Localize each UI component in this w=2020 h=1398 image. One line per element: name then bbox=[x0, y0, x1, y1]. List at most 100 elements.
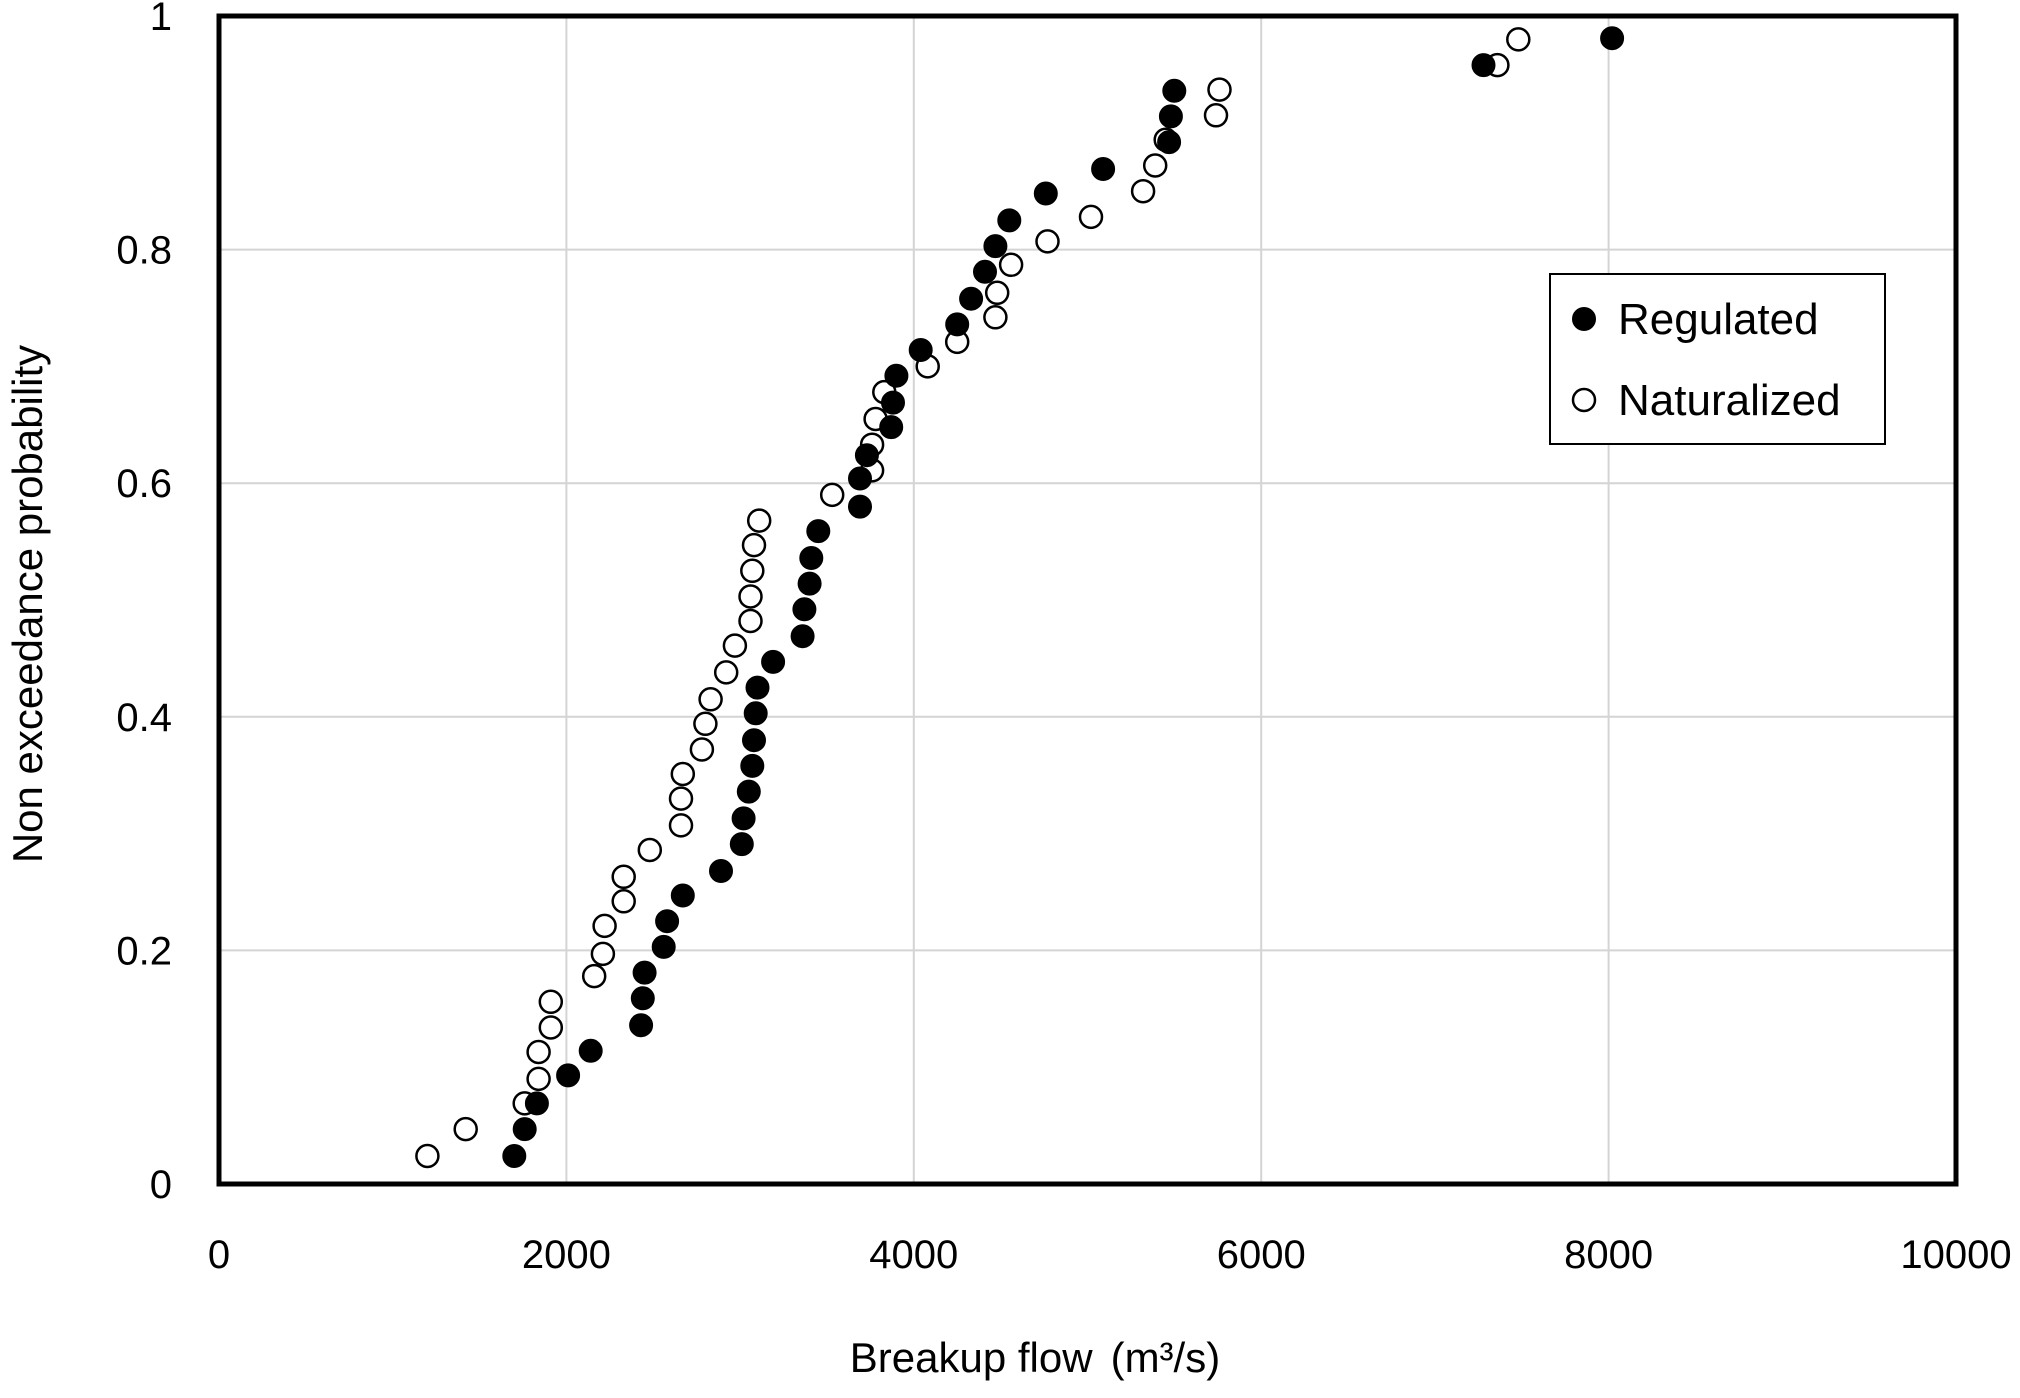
x-tick-label: 10000 bbox=[1900, 1233, 2011, 1277]
x-tick-label: 6000 bbox=[1217, 1233, 1306, 1277]
regulated-point bbox=[884, 363, 909, 388]
regulated-point bbox=[524, 1091, 549, 1116]
legend-box bbox=[1549, 273, 1886, 445]
naturalized-point bbox=[538, 1015, 564, 1040]
regulated-point bbox=[848, 466, 872, 491]
x-tick-label: 0 bbox=[208, 1233, 230, 1277]
naturalized-point bbox=[611, 889, 636, 914]
regulated-point bbox=[502, 1144, 527, 1168]
legend-label-naturalized: Naturalized bbox=[1618, 376, 1841, 425]
regulated-point bbox=[792, 597, 817, 622]
grid bbox=[219, 16, 1956, 1184]
regulated-point bbox=[1033, 181, 1058, 206]
regulated-point bbox=[742, 728, 766, 753]
regulated-point bbox=[629, 1013, 654, 1038]
naturalized-point bbox=[1078, 204, 1104, 230]
regulated-point bbox=[731, 806, 756, 831]
naturalized-point bbox=[668, 813, 694, 838]
regulated-point bbox=[806, 519, 831, 544]
regulated-point bbox=[790, 624, 815, 649]
regulated-point bbox=[670, 883, 695, 908]
regulated-point bbox=[651, 934, 676, 959]
plot-area-frame bbox=[216, 13, 1959, 1187]
x-axis-tick-labels: 0 2000 4000 6000 8000 10000 bbox=[208, 1233, 2012, 1277]
regulated-point bbox=[1162, 78, 1187, 103]
regulated-point bbox=[1471, 53, 1496, 78]
y-axis-tick-labels: 0 0.2 0.4 0.6 0.8 1 bbox=[116, 0, 172, 1207]
regulated-point bbox=[512, 1117, 537, 1142]
y-tick-label: 1 bbox=[150, 0, 172, 39]
naturalized-point bbox=[1035, 229, 1060, 254]
naturalized-point bbox=[1207, 77, 1232, 102]
regulated-point bbox=[881, 390, 905, 415]
regulated-point bbox=[1091, 157, 1116, 181]
naturalized-point bbox=[668, 786, 694, 811]
naturalized-point bbox=[741, 532, 767, 558]
y-tick-label: 0.4 bbox=[116, 696, 172, 740]
naturalized-point bbox=[637, 837, 663, 863]
regulated-point bbox=[908, 338, 933, 362]
naturalized-point bbox=[738, 584, 763, 609]
naturalized-point bbox=[983, 305, 1008, 330]
naturalized-point bbox=[538, 989, 564, 1015]
x-axis-title-text: Breakup flow bbox=[850, 1334, 1093, 1381]
y-axis-title: Non exceedance probability bbox=[4, 345, 51, 863]
x-tick-label: 8000 bbox=[1564, 1233, 1653, 1277]
regulated-series bbox=[502, 26, 1625, 1168]
naturalized-point bbox=[453, 1116, 478, 1142]
naturalized-point bbox=[740, 558, 765, 584]
naturalized-point bbox=[693, 711, 718, 737]
regulated-point bbox=[709, 859, 733, 883]
naturalized-point bbox=[1506, 27, 1531, 52]
regulated-point bbox=[797, 571, 822, 596]
naturalized-point bbox=[526, 1039, 551, 1065]
regulated-point bbox=[630, 986, 655, 1011]
legend: Regulated Naturalized bbox=[1549, 273, 1886, 445]
x-tick-label: 4000 bbox=[869, 1233, 958, 1277]
regulated-point bbox=[745, 675, 770, 700]
naturalized-point bbox=[984, 280, 1010, 306]
y-tick-label: 0 bbox=[150, 1163, 172, 1207]
regulated-point bbox=[761, 649, 786, 674]
regulated-point bbox=[1158, 104, 1183, 129]
x-axis-title-unit: (m³/s) bbox=[1111, 1334, 1221, 1381]
x-axis-title: Breakup flow (m³/s) bbox=[850, 1334, 1220, 1381]
naturalized-point bbox=[713, 660, 739, 685]
regulated-point bbox=[1157, 130, 1182, 155]
naturalized-point bbox=[1130, 178, 1156, 204]
regulated-point bbox=[799, 546, 824, 570]
y-tick-label: 0.8 bbox=[116, 229, 172, 273]
naturalized-point bbox=[746, 508, 772, 533]
regulated-point bbox=[983, 234, 1008, 259]
naturalized-point bbox=[581, 963, 607, 989]
regulated-point bbox=[655, 909, 680, 934]
naturalized-point bbox=[670, 761, 696, 787]
naturalized-series bbox=[415, 27, 1531, 1169]
regulated-point bbox=[945, 312, 970, 337]
naturalized-point bbox=[590, 941, 616, 967]
y-tick-label: 0.2 bbox=[116, 929, 172, 973]
naturalized-point bbox=[526, 1066, 551, 1092]
naturalized-point bbox=[1142, 153, 1168, 178]
naturalized-point bbox=[819, 482, 845, 508]
regulated-point bbox=[632, 960, 657, 985]
regulated-point bbox=[854, 443, 879, 468]
regulated-point bbox=[973, 259, 997, 284]
legend-label-regulated: Regulated bbox=[1618, 295, 1819, 344]
regulated-point bbox=[736, 779, 761, 804]
naturalized-point bbox=[738, 608, 763, 634]
regulated-point bbox=[740, 753, 765, 778]
naturalized-point bbox=[689, 737, 715, 762]
naturalized-point bbox=[698, 687, 723, 712]
regulated-point bbox=[959, 286, 984, 311]
regulated-point bbox=[743, 701, 768, 726]
naturalized-point bbox=[722, 633, 748, 658]
legend-marker-regulated bbox=[1572, 307, 1596, 331]
regulated-point bbox=[997, 208, 1022, 233]
naturalized-point bbox=[1203, 103, 1229, 128]
regulated-point bbox=[556, 1063, 581, 1088]
naturalized-point bbox=[611, 864, 636, 890]
naturalized-point bbox=[998, 252, 1024, 278]
naturalized-point bbox=[415, 1143, 440, 1169]
